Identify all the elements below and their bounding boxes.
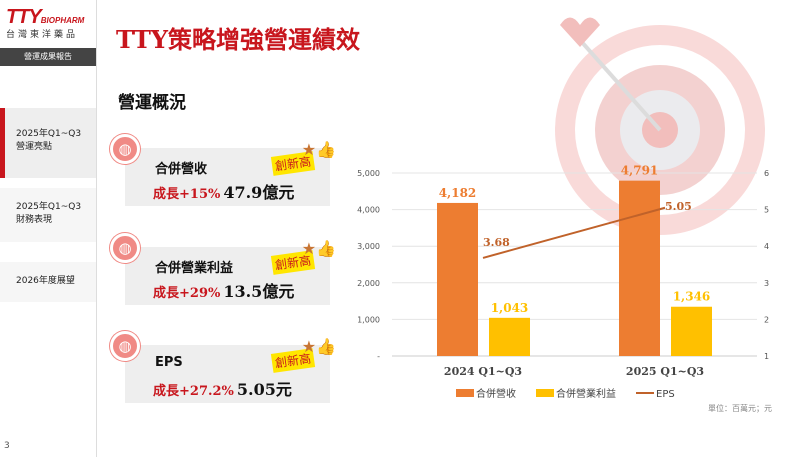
- legend-label: EPS: [656, 389, 675, 400]
- globe-icon: ◍: [110, 331, 140, 361]
- data-label: 4,182: [439, 186, 477, 200]
- sidebar-item-highlights[interactable]: 2025年Q1~Q3 營運亮點: [0, 108, 96, 178]
- y2-tick-label: 5: [764, 206, 769, 215]
- y2-tick-label: 1: [764, 352, 769, 361]
- growth-text: 成長+27.2%: [153, 384, 234, 399]
- card-growth: 成長+15% 47.9億元: [153, 179, 294, 203]
- logo-mark: TTY: [6, 6, 42, 28]
- data-label: 1,043: [491, 301, 529, 315]
- logo-chinese: 台灣東洋藥品: [6, 30, 79, 40]
- globe-icon: ◍: [110, 233, 140, 263]
- growth-text: 成長+15%: [153, 187, 221, 202]
- y-tick-label: 1,000: [357, 315, 380, 324]
- unit-note: 單位：百萬元；元: [708, 404, 772, 413]
- legend-label: 合併營收: [476, 387, 516, 400]
- y-tick-label: 5,000: [357, 169, 380, 178]
- thumbs-up-stars-icon: ★👍: [301, 140, 336, 159]
- data-label: 1,346: [673, 290, 711, 304]
- y-tick-label: 3,000: [357, 242, 380, 251]
- y-tick-label: 4,000: [357, 206, 380, 215]
- report-label: 營運成果報告: [0, 48, 96, 66]
- bar-operating-profit: [489, 317, 530, 356]
- legend-swatch: [536, 389, 554, 397]
- card-value: 13.5億元: [223, 282, 295, 301]
- card-name: EPS: [155, 355, 183, 370]
- bar-revenue: [619, 180, 660, 356]
- x-tick-label: 2025 Q1~Q3: [626, 365, 704, 378]
- sidebar: TTYBIOPHARM 台灣東洋藥品 營運成果報告 2025年Q1~Q3 營運亮…: [0, 0, 97, 457]
- y2-tick-label: 4: [764, 242, 769, 251]
- eps-line: [482, 206, 666, 259]
- bar-operating-profit: [671, 306, 712, 356]
- sidebar-item-outlook[interactable]: 2026年度展望: [0, 262, 96, 302]
- globe-icon: ◍: [110, 134, 140, 164]
- card-value: 5.05元: [236, 380, 292, 399]
- y-tick-label: 2,000: [357, 279, 380, 288]
- y-tick-label: -: [377, 352, 380, 361]
- logo-bio: BIOPHARM: [40, 16, 85, 25]
- y2-tick-label: 3: [764, 279, 769, 288]
- y2-tick-label: 6: [764, 169, 769, 178]
- operating-profit-card: ◍ 合併營業利益 成長+29% 13.5億元 創新高 ★👍: [110, 233, 336, 305]
- card-name: 合併營業利益: [155, 261, 234, 276]
- financial-chart: - 1,000 2,000 3,000 4,000 5,000 1 2 3 4 5 6 2024 Q1~…: [357, 164, 769, 400]
- y2-tick-label: 2: [764, 315, 769, 324]
- x-tick-label: 2024 Q1~Q3: [444, 365, 522, 378]
- legend-swatch: [456, 389, 474, 397]
- thumbs-up-stars-icon: ★👍: [301, 337, 336, 356]
- card-name: 合併營收: [155, 162, 208, 177]
- eps-data-label: 5.05: [665, 200, 692, 213]
- tty-logo: TTYBIOPHARM 台灣東洋藥品: [6, 6, 94, 44]
- sidebar-item-financials[interactable]: 2025年Q1~Q3 財務表現: [0, 188, 96, 242]
- eps-data-label: 3.68: [483, 236, 510, 249]
- growth-text: 成長+29%: [153, 286, 221, 301]
- thumbs-up-stars-icon: ★👍: [301, 239, 336, 258]
- page-title: TTY策略增強營運績效: [116, 25, 360, 54]
- card-growth: 成長+29% 13.5億元: [153, 278, 294, 302]
- page-number: 3: [4, 441, 10, 451]
- bar-revenue: [437, 202, 478, 356]
- data-label: 4,791: [621, 164, 659, 178]
- eps-card: ◍ EPS 成長+27.2% 5.05元 創新高 ★👍: [110, 331, 336, 403]
- revenue-card: ◍ 合併營收 成長+15% 47.9億元 創新高 ★👍: [110, 134, 336, 206]
- legend-label: 合併營業利益: [556, 387, 616, 400]
- card-value: 47.9億元: [223, 183, 295, 202]
- section-title: 營運概況: [118, 93, 186, 113]
- card-growth: 成長+27.2% 5.05元: [153, 376, 292, 400]
